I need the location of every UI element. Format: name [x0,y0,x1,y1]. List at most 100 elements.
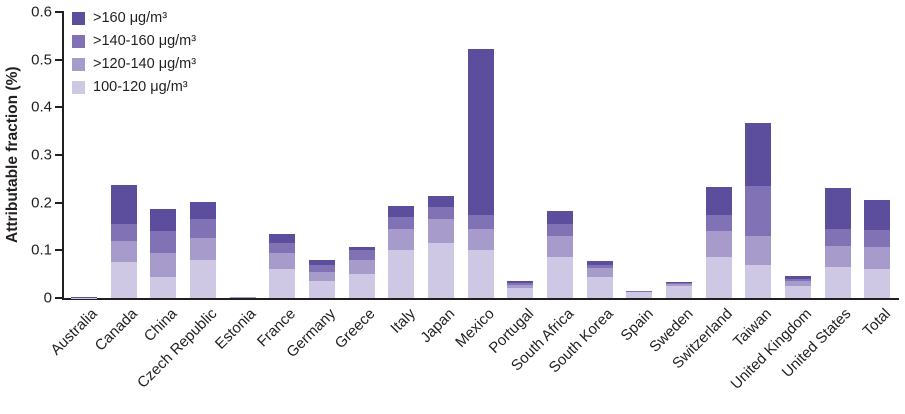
y-axis-tick-label: 0.6 [31,3,52,21]
bar-segment [388,228,415,251]
bar-segment [388,206,415,217]
bar-segment [745,264,772,298]
bar-segment [269,252,296,270]
bar-segment [308,264,335,272]
bar-segment [586,261,613,265]
bar-segment [110,240,137,263]
bar-segment [388,216,415,229]
bar-segment [784,286,811,298]
y-axis-tick [55,297,62,299]
bar-segment [507,282,534,285]
bar-segment [427,243,454,298]
bar-segment [150,208,177,232]
y-axis-tick [55,58,62,61]
bar-segment [427,219,454,244]
bar-segment [546,236,573,258]
bar-segment [546,257,573,298]
bar-segment [348,259,375,275]
bar-segment [467,250,494,298]
legend: >160 μg/m³ >140-160 μg/m³ >120-140 μg/m³ 10… [72,10,196,102]
bar-segment [586,264,613,269]
legend-label: >140-160 μg/m³ [93,33,197,49]
bar-segment [388,250,415,298]
bar-segment [348,274,375,298]
x-axis-label-text: Total [860,305,895,340]
legend-swatch [72,80,85,94]
bar-segment [150,276,177,298]
bar-segment [507,281,534,283]
x-axis-label-text: Italy [386,305,419,337]
x-axis-line [62,298,899,300]
bar-segment [546,210,573,225]
bar-segment [189,219,216,239]
bar-segment [110,185,137,225]
bar-segment [507,284,534,289]
legend-item: >120-140 μg/m³ [72,56,196,72]
bar-segment [784,276,811,279]
x-axis-label-text: Estonia [212,305,260,353]
y-axis-line [62,11,64,300]
y-axis-tick-label: 0.2 [31,194,52,212]
bar-segment [110,262,137,298]
bar-segment [626,291,653,293]
bar-segment [269,269,296,298]
legend-swatch [72,34,85,48]
legend-item: >160 μg/m³ [72,10,196,26]
bar-segment [864,200,891,230]
y-axis-tick-label: 0 [43,289,52,307]
y-axis-tick [55,106,62,109]
bar-segment [150,252,177,277]
bar-segment [864,246,891,270]
legend-item: >140-160 μg/m³ [72,33,196,49]
legend-label: >160 μg/m³ [93,10,168,26]
bar-segment [665,282,692,284]
y-axis-tick-label: 0.5 [31,51,52,69]
bar-segment [824,245,851,267]
bar-segment [467,214,494,229]
legend-swatch [72,11,85,25]
bar-segment [467,228,494,251]
bar-segment [784,278,811,282]
bar-segment [308,271,335,282]
bar-segment [665,286,692,298]
bar-segment [546,224,573,237]
y-axis-tick-label: 0.4 [31,98,52,116]
bar-segment [507,288,534,298]
bar-segment [665,283,692,287]
x-axis-label-text: Canada [91,305,141,355]
bar-segment [864,229,891,247]
bar-segment [189,259,216,298]
y-axis-tick-label: 0.3 [31,146,52,164]
bar-segment [229,297,256,298]
legend-label: 100-120 μg/m³ [93,79,188,95]
bar-segment [150,231,177,253]
legend-item: 100-120 μg/m³ [72,79,196,95]
x-axis-label-text: Japan [417,305,459,347]
bar-segment [586,268,613,277]
bar-segment [705,214,732,232]
bar-segment [467,48,494,215]
bar-segment [705,231,732,258]
y-axis-tick [55,154,62,156]
bar-segment [586,276,613,298]
bar-segment [626,292,653,298]
bar-segment [348,246,375,251]
bar-segment [784,281,811,287]
y-axis-tick [55,249,62,252]
bar-segment [824,228,851,246]
bar-segment [864,269,891,298]
x-axis-label-text: Greece [332,305,379,353]
bar-segment [427,207,454,220]
bar-segment [308,281,335,298]
bar-segment [745,123,772,186]
bar-segment [110,224,137,241]
bar-segment [189,201,216,220]
bar-segment [745,185,772,237]
x-axis-label-text: Australia [47,305,102,359]
y-axis-tick [55,201,62,204]
y-axis-tick [55,11,62,13]
bar-segment [745,236,772,265]
bar-segment [824,267,851,298]
bar-segment [705,186,732,215]
